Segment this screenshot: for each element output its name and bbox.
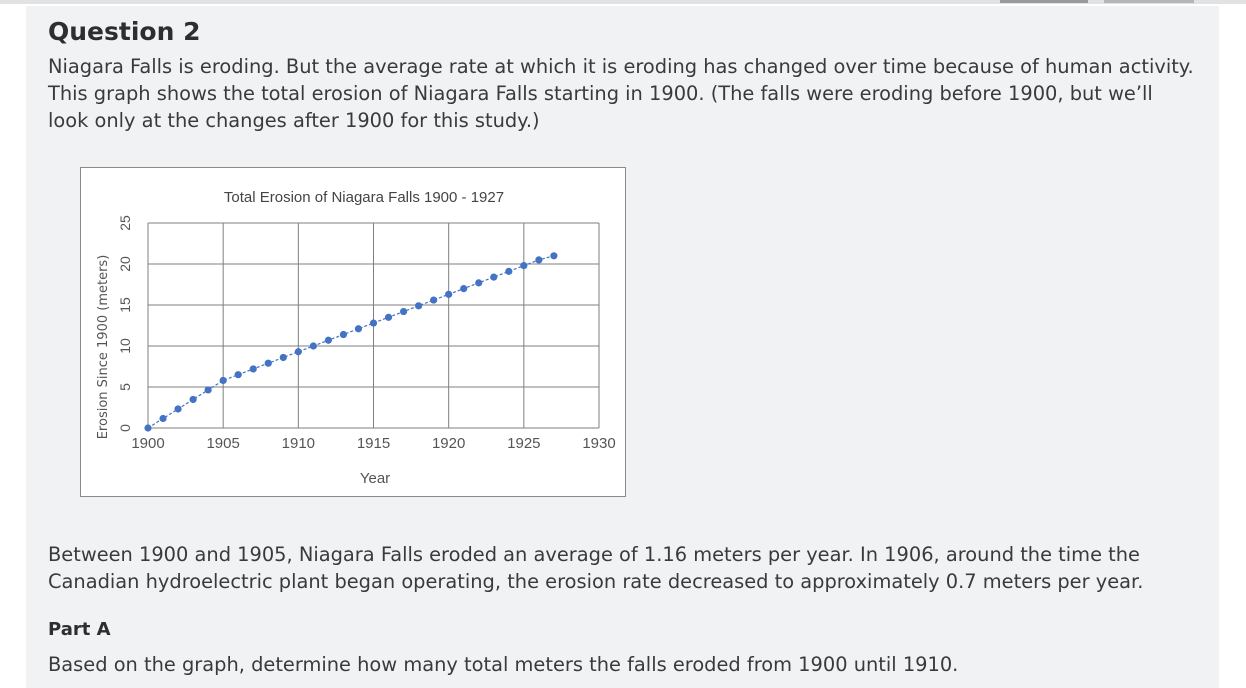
x-tick-label: 1930 (582, 435, 615, 452)
data-point (415, 302, 423, 310)
part-a-question: Based on the graph, determine how many t… (48, 653, 959, 676)
x-tick-label: 1905 (206, 435, 239, 452)
data-point (505, 267, 513, 275)
data-point (520, 262, 528, 270)
x-tick-label: 1900 (131, 435, 164, 452)
data-point (189, 395, 197, 404)
chart-title: Total Erosion of Niagara Falls 1900 - 19… (224, 189, 504, 206)
data-point (535, 256, 543, 264)
data-point (445, 290, 453, 298)
x-tick-label: 1915 (357, 435, 390, 452)
data-point (475, 279, 483, 287)
data-point (309, 342, 317, 350)
data-point (264, 359, 272, 367)
y-tick-label: 20 (117, 256, 133, 272)
chart-ticks: 1900 1905 1910 1915 1920 1925 1930 0 5 10 15 20 25 (117, 215, 616, 452)
question-title: Question 2 (48, 17, 201, 46)
data-point (234, 371, 242, 379)
data-point (249, 365, 257, 373)
series-line (147, 255, 555, 429)
chart-series (144, 252, 558, 432)
chart-canvas: Total Erosion of Niagara Falls 1900 - 19… (96, 189, 616, 487)
data-point (204, 386, 212, 394)
x-tick-label: 1925 (507, 435, 540, 452)
erosion-chart: Total Erosion of Niagara Falls 1900 - 19… (80, 167, 626, 497)
x-tick-label: 1910 (282, 435, 315, 452)
data-point (384, 313, 393, 321)
y-tick-label: 15 (117, 297, 133, 313)
top-tab-indicator[interactable] (1000, 0, 1088, 3)
data-point (460, 285, 468, 293)
data-point (550, 252, 558, 260)
y-tick-label: 25 (117, 215, 133, 231)
data-point (174, 405, 182, 413)
data-point (294, 348, 302, 356)
data-point (159, 414, 167, 423)
y-tick-label: 10 (117, 338, 133, 354)
top-tab-indicator[interactable] (1104, 0, 1194, 3)
x-axis-label: Year (360, 470, 390, 487)
data-point (339, 330, 348, 339)
y-axis-label: Erosion Since 1900 (meters) (96, 255, 111, 440)
y-tick-label: 5 (117, 383, 133, 391)
part-a-label: Part A (48, 619, 111, 640)
data-point (399, 307, 408, 316)
data-point (324, 336, 332, 344)
data-point (369, 319, 378, 327)
top-bar (0, 0, 1246, 4)
question-intro: Niagara Falls is eroding. But the averag… (48, 55, 1194, 132)
chart-grid (147, 222, 600, 429)
x-tick-label: 1920 (432, 435, 465, 452)
data-point (279, 353, 287, 362)
erosion-rate-text: Between 1900 and 1905, Niagara Falls ero… (48, 543, 1144, 593)
y-tick-label: 0 (117, 424, 133, 432)
data-point (144, 424, 152, 432)
data-point (490, 273, 498, 281)
data-point (354, 325, 363, 333)
data-point (219, 376, 227, 385)
data-point (430, 296, 438, 304)
